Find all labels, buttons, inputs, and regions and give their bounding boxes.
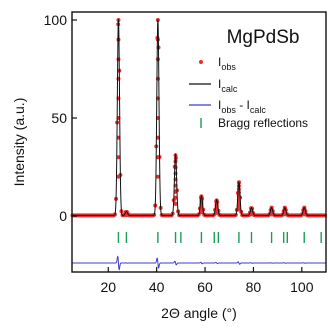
- x-tick-label: 60: [197, 279, 213, 295]
- obs-point: [173, 195, 178, 200]
- obs-point: [173, 165, 178, 170]
- obs-point: [155, 57, 160, 62]
- y-tick-label: 0: [59, 208, 67, 224]
- x-tick-label: 20: [100, 279, 116, 295]
- obs-point: [155, 155, 160, 160]
- obs-point: [236, 207, 241, 212]
- legend-marker-obs: [199, 60, 203, 64]
- chart-title: MgPdSb: [227, 27, 300, 48]
- obs-point: [116, 155, 121, 160]
- obs-point: [173, 201, 178, 206]
- obs-point: [116, 57, 121, 62]
- plot-frame: [71, 11, 327, 273]
- obs-point: [155, 174, 160, 179]
- obs-point: [236, 204, 241, 208]
- x-tick-label: 80: [246, 279, 262, 295]
- x-tick-label: 40: [149, 279, 165, 295]
- y-tick-label: 100: [44, 12, 68, 28]
- y-axis-label: Intensity (a.u.): [11, 98, 27, 187]
- bragg-reflections-series: [117, 232, 322, 243]
- x-axis-label: 2Θ angle (°): [161, 305, 237, 321]
- obs-point: [116, 174, 121, 179]
- legend-label-bragg: Bragg reflections: [218, 116, 308, 130]
- legend-label-calc: Icalc: [218, 77, 238, 94]
- calculated-intensity-line: [72, 19, 326, 216]
- y-tick-label: 50: [51, 110, 67, 126]
- x-tick-label: 100: [290, 279, 314, 295]
- legend-label-obs: Iobs: [218, 55, 236, 72]
- difference-curve: [72, 255, 326, 271]
- legend-label-diff: Iobs - Icalc: [218, 98, 266, 115]
